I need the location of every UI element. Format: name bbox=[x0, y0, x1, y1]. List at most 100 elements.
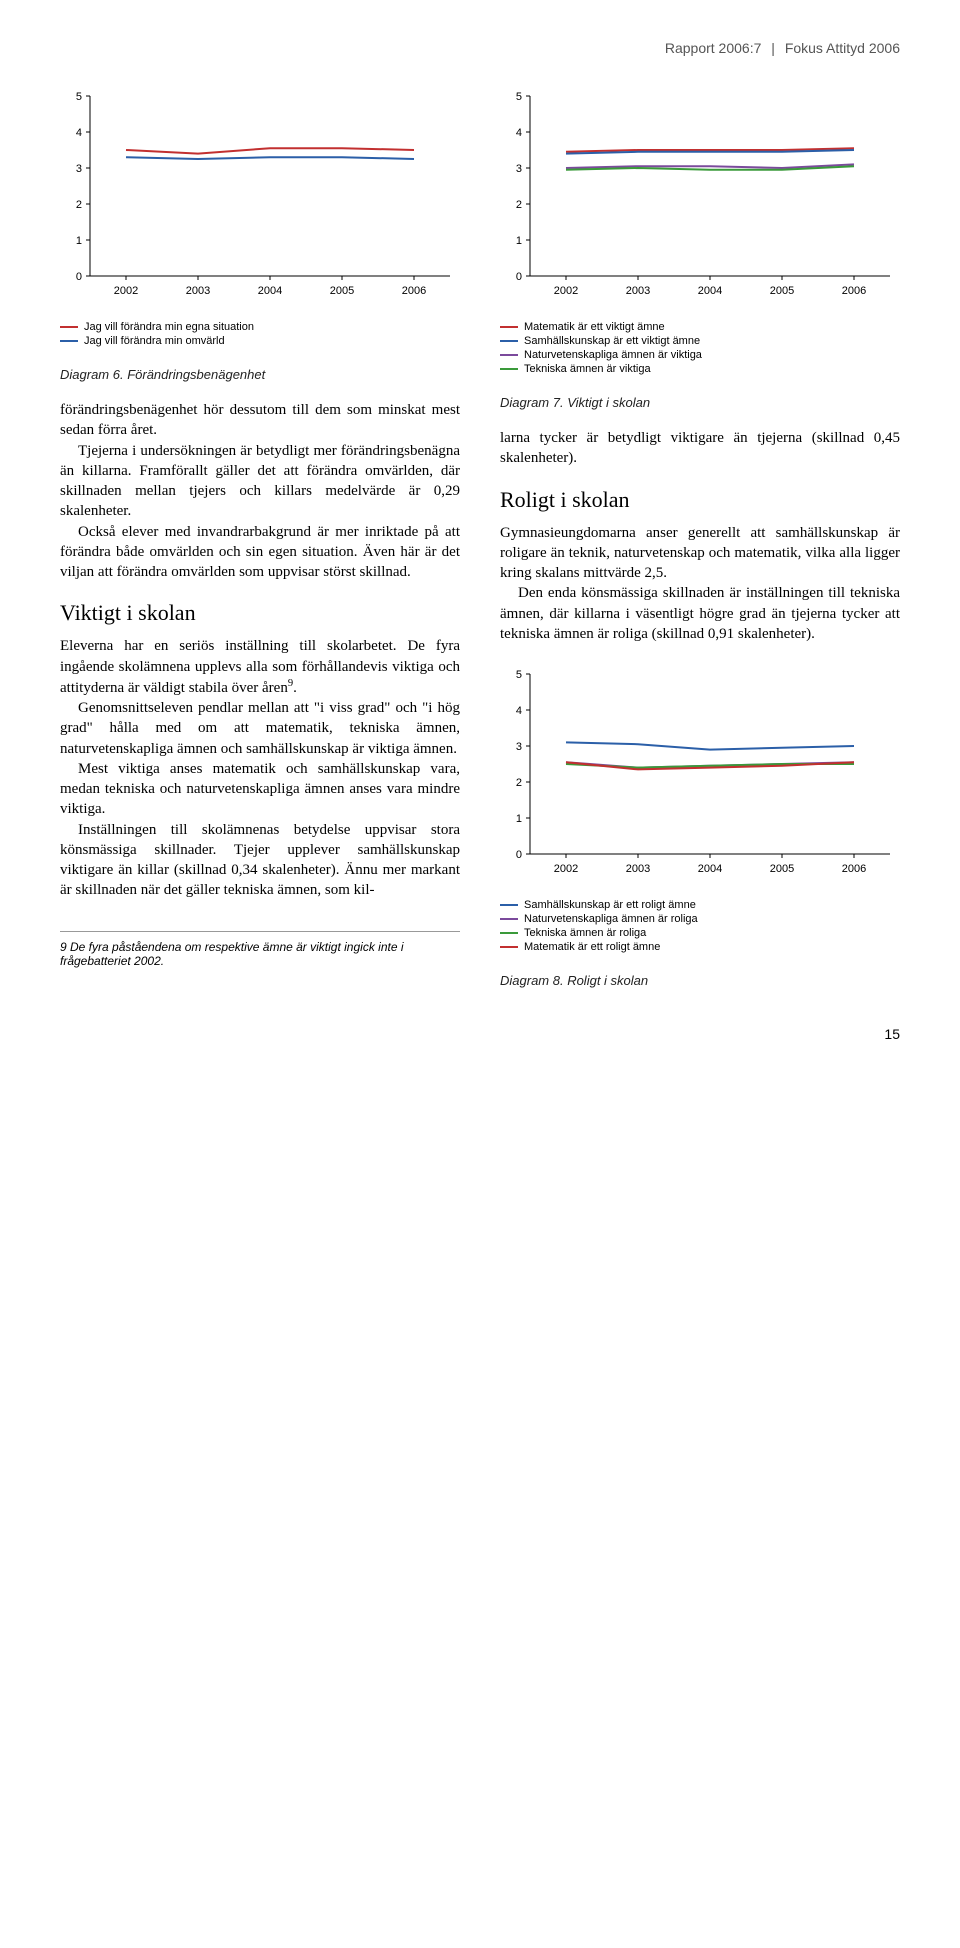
svg-text:2005: 2005 bbox=[770, 863, 794, 875]
svg-text:0: 0 bbox=[516, 849, 522, 861]
legend-swatch bbox=[500, 368, 518, 370]
svg-text:1: 1 bbox=[76, 235, 82, 247]
svg-text:4: 4 bbox=[516, 705, 522, 717]
svg-text:0: 0 bbox=[516, 271, 522, 283]
svg-text:2006: 2006 bbox=[842, 863, 866, 875]
viktigt-body: Eleverna har en seriös inställning till … bbox=[60, 636, 460, 900]
legend-swatch bbox=[500, 326, 518, 328]
para: Mest viktiga anses matematik och samhäll… bbox=[60, 759, 460, 820]
svg-text:5: 5 bbox=[516, 669, 522, 681]
svg-text:0: 0 bbox=[76, 271, 82, 283]
svg-text:2004: 2004 bbox=[698, 863, 722, 875]
legend-label: Tekniska ämnen är roliga bbox=[524, 927, 646, 939]
report-id: Rapport 2006:7 bbox=[665, 40, 762, 56]
para: Gymnasieungdomarna anser generellt att s… bbox=[500, 523, 900, 584]
svg-text:4: 4 bbox=[516, 127, 522, 139]
para-text: . bbox=[293, 680, 297, 696]
svg-text:3: 3 bbox=[516, 163, 522, 175]
para: Genomsnittseleven pendlar mellan att "i … bbox=[60, 698, 460, 759]
chart-6-caption: Diagram 6. Förändringsbenägenhet bbox=[60, 367, 460, 382]
left-column: 0 1 2 3 4 5 2002 2003 2004 2005 2006 Jag vill förä… bbox=[60, 86, 460, 1006]
page-number: 15 bbox=[60, 1026, 900, 1042]
legend-item: Tekniska ämnen är viktiga bbox=[500, 363, 900, 375]
svg-text:2005: 2005 bbox=[330, 285, 354, 297]
svg-text:2: 2 bbox=[516, 199, 522, 211]
svg-text:3: 3 bbox=[76, 163, 82, 175]
svg-text:2002: 2002 bbox=[114, 285, 138, 297]
header-separator: | bbox=[771, 40, 775, 56]
para-text: Eleverna har en seriös inställning till … bbox=[60, 638, 460, 696]
legend-label: Samhällskunskap är ett roligt ämne bbox=[524, 899, 696, 911]
para: larna tycker är betydligt viktigare än t… bbox=[500, 428, 900, 469]
legend-swatch bbox=[500, 904, 518, 906]
legend-label: Jag vill förändra min egna situation bbox=[84, 321, 254, 333]
para: Också elever med invandrarbakgrund är me… bbox=[60, 522, 460, 583]
chart-7: 0 1 2 3 4 5 2002 2003 2004 2005 2006 bbox=[500, 86, 900, 306]
legend-swatch bbox=[500, 918, 518, 920]
legend-label: Naturvetenskapliga ämnen är viktiga bbox=[524, 349, 702, 361]
para: Tjejerna i undersökningen är betydligt m… bbox=[60, 441, 460, 522]
svg-text:2003: 2003 bbox=[626, 863, 650, 875]
chart-7-legend: Matematik är ett viktigt ämne Samhällskun… bbox=[500, 321, 900, 375]
chart-6: 0 1 2 3 4 5 2002 2003 2004 2005 2006 bbox=[60, 86, 460, 306]
svg-text:5: 5 bbox=[76, 91, 82, 103]
legend-label: Matematik är ett viktigt ämne bbox=[524, 321, 665, 333]
legend-item: Tekniska ämnen är roliga bbox=[500, 927, 900, 939]
legend-label: Tekniska ämnen är viktiga bbox=[524, 363, 651, 375]
legend-item: Matematik är ett viktigt ämne bbox=[500, 321, 900, 333]
chart-8: 0 1 2 3 4 5 2002 2003 2004 2005 2006 bbox=[500, 664, 900, 884]
svg-text:2003: 2003 bbox=[626, 285, 650, 297]
heading-viktigt: Viktigt i skolan bbox=[60, 600, 460, 626]
heading-roligt: Roligt i skolan bbox=[500, 487, 900, 513]
svg-text:2004: 2004 bbox=[698, 285, 722, 297]
para: Den enda könsmässiga skillnaden är instä… bbox=[500, 583, 900, 644]
legend-item: Jag vill förändra min omvärld bbox=[60, 335, 460, 347]
legend-swatch bbox=[60, 326, 78, 328]
svg-text:2004: 2004 bbox=[258, 285, 282, 297]
legend-item: Matematik är ett roligt ämne bbox=[500, 941, 900, 953]
legend-swatch bbox=[500, 340, 518, 342]
svg-text:2006: 2006 bbox=[842, 285, 866, 297]
page-header: Rapport 2006:7 | Fokus Attityd 2006 bbox=[60, 40, 900, 56]
legend-item: Naturvetenskapliga ämnen är viktiga bbox=[500, 349, 900, 361]
chart-row: 01234520022003200420052006 Jag vill förä… bbox=[60, 86, 900, 1006]
svg-text:2003: 2003 bbox=[186, 285, 210, 297]
svg-text:2: 2 bbox=[76, 199, 82, 211]
para: förändringsbenägenhet hör dessutom till … bbox=[60, 400, 460, 441]
legend-swatch bbox=[500, 946, 518, 948]
legend-label: Matematik är ett roligt ämne bbox=[524, 941, 660, 953]
chart-6-legend: Jag vill förändra min egna situation Jag … bbox=[60, 321, 460, 347]
svg-text:2006: 2006 bbox=[402, 285, 426, 297]
svg-text:2005: 2005 bbox=[770, 285, 794, 297]
svg-text:3: 3 bbox=[516, 741, 522, 753]
legend-label: Samhällskunskap är ett viktigt ämne bbox=[524, 335, 700, 347]
legend-item: Jag vill förändra min egna situation bbox=[60, 321, 460, 333]
legend-label: Naturvetenskapliga ämnen är roliga bbox=[524, 913, 698, 925]
svg-text:2002: 2002 bbox=[554, 863, 578, 875]
svg-text:1: 1 bbox=[516, 813, 522, 825]
legend-item: Samhällskunskap är ett viktigt ämne bbox=[500, 335, 900, 347]
legend-swatch bbox=[500, 354, 518, 356]
svg-text:4: 4 bbox=[76, 127, 82, 139]
footnote-text: 9 De fyra påståendena om respektive ämne… bbox=[60, 940, 404, 968]
report-title: Fokus Attityd 2006 bbox=[785, 40, 900, 56]
chart-8-caption: Diagram 8. Roligt i skolan bbox=[500, 973, 900, 988]
footnote: 9 De fyra påståendena om respektive ämne… bbox=[60, 931, 460, 968]
legend-item: Samhällskunskap är ett roligt ämne bbox=[500, 899, 900, 911]
svg-text:2002: 2002 bbox=[554, 285, 578, 297]
roligt-body: Gymnasieungdomarna anser generellt att s… bbox=[500, 523, 900, 645]
svg-text:1: 1 bbox=[516, 235, 522, 247]
svg-text:5: 5 bbox=[516, 91, 522, 103]
chart-7-caption: Diagram 7. Viktigt i skolan bbox=[500, 395, 900, 410]
right-column: 0 1 2 3 4 5 2002 2003 2004 2005 2006 Matematik är … bbox=[500, 86, 900, 1006]
legend-swatch bbox=[60, 340, 78, 342]
chart-8-legend: Samhällskunskap är ett roligt ämne Naturv… bbox=[500, 899, 900, 953]
left-body-1: förändringsbenägenhet hör dessutom till … bbox=[60, 400, 460, 582]
right-body-1: larna tycker är betydligt viktigare än t… bbox=[500, 428, 900, 469]
svg-text:2: 2 bbox=[516, 777, 522, 789]
para: Inställningen till skolämnenas betydelse… bbox=[60, 820, 460, 901]
legend-swatch bbox=[500, 932, 518, 934]
legend-item: Naturvetenskapliga ämnen är roliga bbox=[500, 913, 900, 925]
legend-label: Jag vill förändra min omvärld bbox=[84, 335, 225, 347]
para: Eleverna har en seriös inställning till … bbox=[60, 636, 460, 698]
